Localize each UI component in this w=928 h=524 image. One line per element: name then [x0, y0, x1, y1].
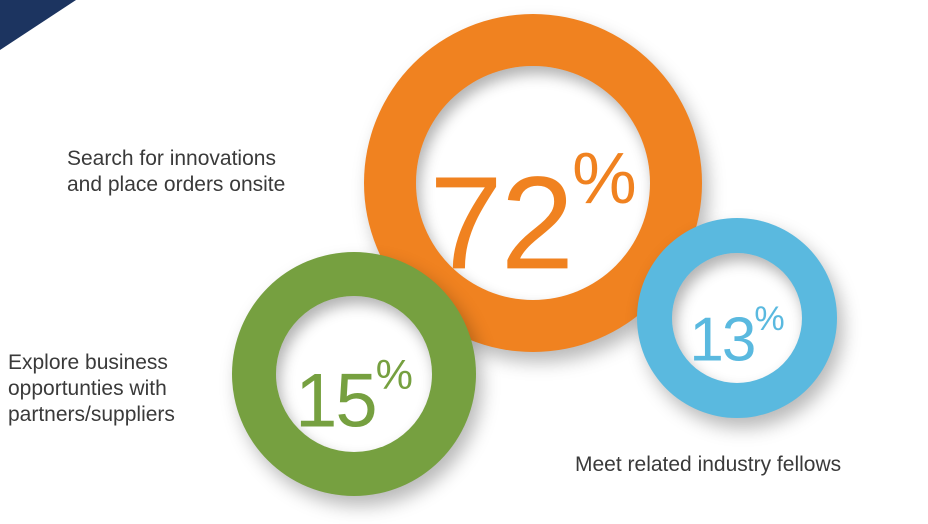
corner-decoration — [0, 0, 76, 50]
ring-inner-innovations: 72% — [416, 66, 650, 300]
label-line: opportunties with — [8, 377, 167, 400]
value-innovations: 72% — [416, 104, 650, 298]
ring-inner-business: 15% — [276, 296, 432, 452]
label-line: and place orders onsite — [67, 173, 286, 196]
value-fellows: 13% — [672, 283, 802, 377]
percent-sign: % — [375, 351, 413, 398]
label-line: partners/suppliers — [8, 403, 175, 426]
label-line: Meet related industry fellows — [575, 453, 842, 476]
label-business: Explore business opportunties with partn… — [8, 350, 175, 428]
label-fellows: Meet related industry fellows — [575, 452, 841, 478]
label-line: Explore business — [8, 351, 168, 374]
ring-fellows: 13% — [637, 218, 837, 418]
ring-inner-fellows: 13% — [672, 253, 802, 383]
percent-sign: % — [572, 138, 637, 219]
percent-sign: % — [754, 300, 785, 338]
label-line: Search for innovations — [67, 147, 276, 170]
corner-triangle — [0, 0, 76, 50]
value-number: 72 — [429, 149, 574, 297]
value-business: 15% — [276, 330, 432, 447]
ring-business: 15% — [232, 252, 476, 496]
label-innovations: Search for innovations and place orders … — [67, 146, 285, 198]
value-number: 15 — [295, 358, 378, 444]
value-number: 13 — [689, 305, 756, 375]
